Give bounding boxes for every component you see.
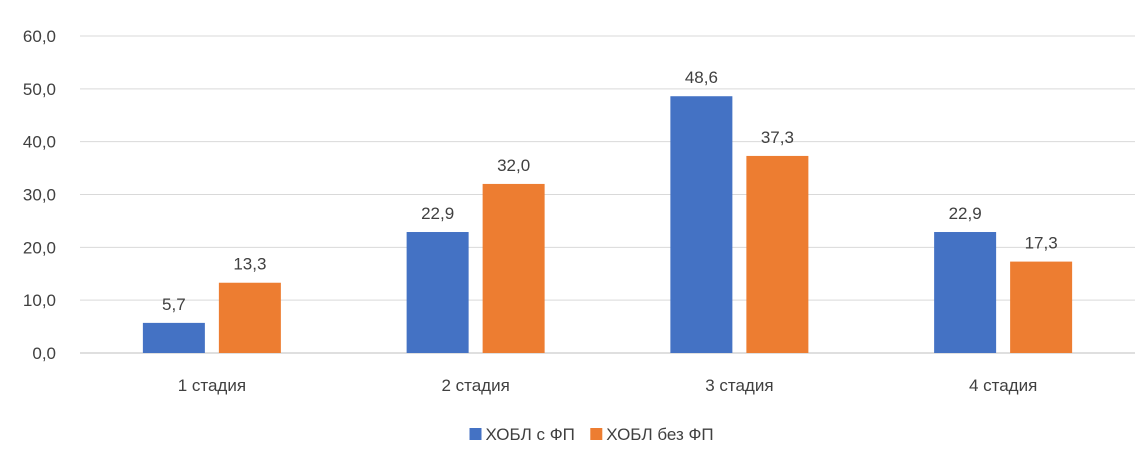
y-tick-label: 10,0 (23, 291, 56, 310)
bar-copd-no-af-2 (482, 183, 545, 353)
legend-label: ХОБЛ без ФП (606, 425, 713, 444)
bar-copd-no-af-1 (218, 282, 281, 353)
category-label: 4 стадия (969, 376, 1037, 395)
category-label: 1 стадия (178, 376, 246, 395)
legend-label: ХОБЛ с ФП (486, 425, 575, 444)
y-axis-ticks: 0,0 10,0 20,0 30,0 40,0 50,0 60,0 (23, 27, 56, 363)
data-label: 22,9 (949, 204, 982, 223)
legend: ХОБЛ с ФП ХОБЛ без ФП (469, 425, 714, 444)
bar-copd-no-af-4 (1010, 261, 1073, 353)
data-label: 13,3 (233, 255, 266, 274)
y-tick-label: 30,0 (23, 186, 56, 205)
y-tick-label: 60,0 (23, 27, 56, 46)
x-axis-categories: 1 стадия 2 стадия 3 стадия 4 стадия (178, 376, 1038, 395)
y-tick-label: 40,0 (23, 133, 56, 152)
data-label: 32,0 (497, 156, 530, 175)
category-label: 2 стадия (441, 376, 509, 395)
data-label: 17,3 (1025, 234, 1058, 253)
y-tick-label: 20,0 (23, 238, 56, 257)
legend-swatch (469, 428, 482, 440)
bar-copd-af-4 (934, 232, 997, 353)
data-label: 37,3 (761, 128, 794, 147)
bar-copd-no-af-3 (746, 155, 809, 353)
data-labels: 5,7 13,3 22,9 32,0 48,6 37,3 22,9 17,3 (162, 68, 1058, 314)
data-label: 48,6 (685, 68, 718, 87)
bar-copd-af-3 (670, 96, 733, 353)
y-tick-label: 0,0 (32, 344, 56, 363)
data-label: 22,9 (421, 204, 454, 223)
data-label: 5,7 (162, 295, 186, 314)
bar-copd-af-2 (406, 232, 469, 353)
bars (142, 96, 1073, 353)
y-tick-label: 50,0 (23, 80, 56, 99)
legend-swatch (590, 428, 603, 440)
bar-copd-af-1 (142, 322, 205, 353)
category-label: 3 стадия (705, 376, 773, 395)
